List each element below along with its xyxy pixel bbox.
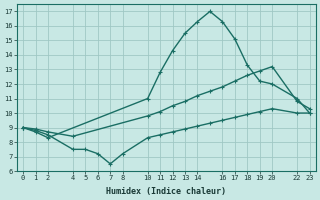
X-axis label: Humidex (Indice chaleur): Humidex (Indice chaleur) [106, 187, 226, 196]
